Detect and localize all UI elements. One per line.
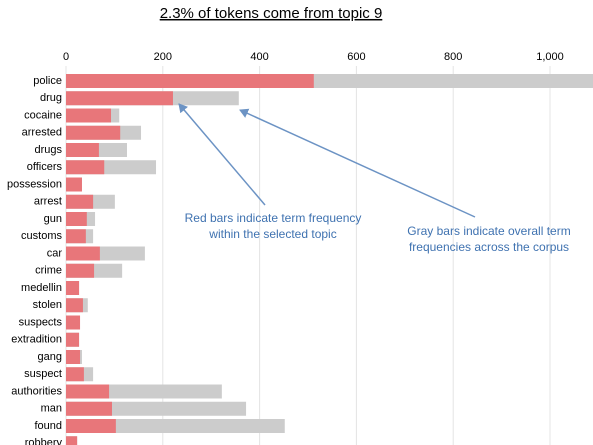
- grid: 0 200 400 600 800 1,000: [63, 51, 564, 445]
- y-tick-label: car: [47, 247, 63, 259]
- bar: [66, 384, 110, 399]
- bar: [66, 246, 100, 261]
- bar: [66, 419, 285, 433]
- y-tick-label: medellin: [21, 282, 62, 294]
- y-tick-label: extradition: [11, 334, 62, 346]
- y-tick-label: stolen: [33, 299, 62, 311]
- y-tick-label: possession: [7, 178, 62, 190]
- chart-title: 2.3% of tokens come from topic 9: [160, 5, 383, 22]
- bar: [66, 160, 105, 175]
- bar: [66, 436, 78, 445]
- arrow: [178, 103, 266, 206]
- bar: [66, 263, 95, 278]
- y-tick-label: customs: [21, 230, 62, 242]
- bar: [66, 143, 99, 157]
- annotation: within the selected topic: [208, 227, 336, 241]
- bar: [66, 367, 84, 382]
- bar: [66, 194, 94, 209]
- x-tick-label: 200: [154, 51, 172, 63]
- bar: [66, 315, 81, 330]
- y-tick-label: robbery: [25, 437, 63, 445]
- y-tick-label: gang: [38, 351, 62, 363]
- annotations: Red bars indicate term frequency within t…: [185, 211, 571, 254]
- bar: [66, 281, 80, 295]
- bar: [66, 401, 112, 416]
- arrow: [239, 108, 476, 218]
- bar: [66, 229, 86, 244]
- bar: [66, 108, 112, 123]
- y-tick-label: drug: [40, 92, 62, 104]
- y-tick-label: found: [34, 420, 62, 432]
- bar: [66, 212, 87, 226]
- y-tick-label: man: [41, 403, 62, 415]
- y-tick-label: crime: [35, 265, 62, 277]
- bar: [66, 419, 116, 433]
- y-tick-label: arrested: [22, 127, 62, 139]
- y-tick-label: officers: [27, 161, 63, 173]
- y-tick-label: suspects: [19, 316, 63, 328]
- bar: [66, 177, 82, 192]
- x-tick-label: 600: [347, 51, 365, 63]
- bar: [66, 350, 81, 364]
- bars: police drug cocaine arrested drugs officers po…: [7, 74, 593, 445]
- y-tick-label: suspect: [24, 368, 62, 380]
- x-tick-label: 400: [250, 51, 268, 63]
- annotation: frequencies across the corpus: [409, 240, 569, 254]
- x-tick-label: 0: [63, 51, 69, 63]
- y-tick-label: gun: [44, 213, 62, 225]
- y-tick-label: drugs: [34, 144, 62, 156]
- bar: [66, 332, 80, 347]
- bar: [66, 125, 121, 140]
- y-tick-label: police: [33, 75, 62, 87]
- x-tick-label: 800: [444, 51, 462, 63]
- y-tick-label: authorities: [11, 385, 62, 397]
- x-tick-label: 1,000: [536, 51, 564, 63]
- annotation: Gray bars indicate overall term: [407, 224, 570, 238]
- y-tick-label: arrest: [34, 196, 62, 208]
- bar: [66, 91, 173, 106]
- annotation: Red bars indicate term frequency: [185, 211, 362, 225]
- bar: [66, 298, 83, 313]
- y-tick-label: cocaine: [24, 109, 62, 121]
- bar: [66, 74, 314, 88]
